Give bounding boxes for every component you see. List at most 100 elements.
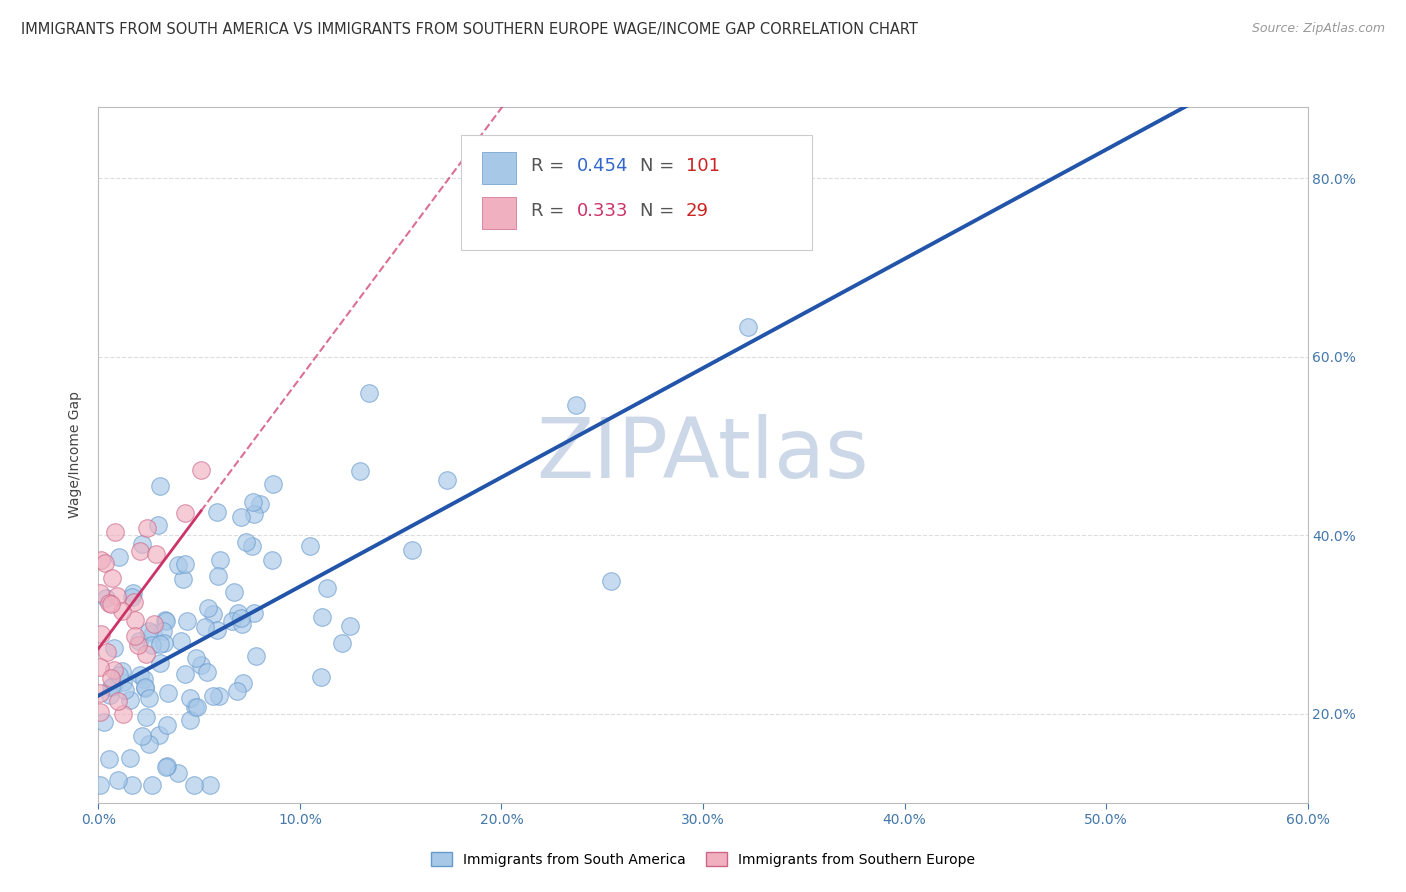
Point xyxy=(111,604,134,618)
Point xyxy=(599,574,621,588)
Point xyxy=(155,760,177,774)
Point xyxy=(149,636,172,650)
Point xyxy=(207,568,229,582)
Point xyxy=(174,666,197,681)
Point xyxy=(146,517,169,532)
Point xyxy=(89,586,111,600)
Text: 0.333: 0.333 xyxy=(578,202,628,220)
Point xyxy=(111,665,134,679)
Point xyxy=(166,766,188,780)
Point xyxy=(128,544,150,558)
Point xyxy=(173,506,195,520)
Point xyxy=(132,672,155,686)
Text: 101: 101 xyxy=(686,157,720,175)
Point xyxy=(262,477,284,491)
Point xyxy=(330,636,353,650)
Point xyxy=(243,507,266,521)
Point xyxy=(243,607,266,621)
Text: N =: N = xyxy=(640,202,681,220)
Point xyxy=(122,595,145,609)
Point xyxy=(299,539,322,553)
Text: 29: 29 xyxy=(686,202,709,220)
Point xyxy=(135,710,157,724)
Point xyxy=(97,596,120,610)
Point xyxy=(131,537,153,551)
Point xyxy=(90,627,112,641)
Point xyxy=(114,682,136,697)
Point xyxy=(105,589,128,603)
Point xyxy=(103,679,125,693)
Point xyxy=(202,690,225,704)
Point xyxy=(205,623,228,637)
Point xyxy=(138,624,160,639)
Point xyxy=(141,638,163,652)
Point xyxy=(98,688,121,702)
Text: ZIPAtlas: ZIPAtlas xyxy=(537,415,869,495)
Point xyxy=(89,778,111,792)
Point xyxy=(401,542,423,557)
Point xyxy=(316,581,339,595)
Point xyxy=(112,706,135,721)
Point xyxy=(172,573,194,587)
Point xyxy=(190,658,212,673)
Point xyxy=(184,700,207,714)
Point xyxy=(100,671,122,685)
Point xyxy=(197,601,219,615)
Point xyxy=(136,521,159,535)
Point xyxy=(194,619,217,633)
Point xyxy=(157,686,180,700)
Point xyxy=(232,675,254,690)
Point xyxy=(93,715,115,730)
Point xyxy=(128,633,150,648)
Text: Source: ZipAtlas.com: Source: ZipAtlas.com xyxy=(1251,22,1385,36)
Point xyxy=(118,692,141,706)
Point xyxy=(121,778,143,792)
Point xyxy=(198,778,221,792)
Point xyxy=(89,660,111,674)
Point xyxy=(359,386,381,401)
Point xyxy=(737,320,759,334)
Point xyxy=(565,398,588,412)
Point xyxy=(142,616,165,631)
Point xyxy=(138,738,160,752)
Point xyxy=(242,494,264,508)
Legend: Immigrants from South America, Immigrants from Southern Europe: Immigrants from South America, Immigrant… xyxy=(425,847,981,872)
Point xyxy=(170,633,193,648)
Point xyxy=(103,663,125,677)
Point xyxy=(149,479,172,493)
Point xyxy=(179,713,201,727)
Point xyxy=(152,636,174,650)
Point xyxy=(436,473,458,487)
Point xyxy=(107,668,129,682)
Point xyxy=(311,610,333,624)
Point xyxy=(131,729,153,743)
FancyBboxPatch shape xyxy=(482,197,516,229)
Point xyxy=(94,591,117,606)
Point xyxy=(134,681,156,695)
Point xyxy=(96,645,118,659)
Point xyxy=(224,585,246,599)
Point xyxy=(141,778,163,792)
Point xyxy=(127,638,149,652)
Point xyxy=(153,613,176,627)
Point xyxy=(124,629,146,643)
Point xyxy=(167,558,190,572)
Point xyxy=(311,670,333,684)
Point xyxy=(134,681,156,695)
Point xyxy=(138,690,160,705)
Point xyxy=(155,614,177,628)
Text: R =: R = xyxy=(531,157,571,175)
Point xyxy=(240,540,263,554)
Point xyxy=(201,607,224,622)
Point xyxy=(118,751,141,765)
Point xyxy=(195,665,218,679)
Point xyxy=(108,549,131,564)
Point xyxy=(176,614,198,628)
Point xyxy=(245,649,267,664)
Point xyxy=(103,640,125,655)
Point xyxy=(209,552,232,566)
Y-axis label: Wage/Income Gap: Wage/Income Gap xyxy=(69,392,83,518)
Point xyxy=(111,675,134,690)
Point xyxy=(262,553,284,567)
Point xyxy=(186,650,208,665)
